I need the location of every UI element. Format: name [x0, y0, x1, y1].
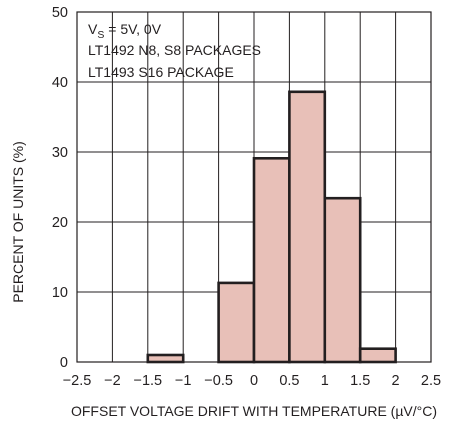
y-tick-label: 10	[52, 285, 68, 301]
x-tick-label: −0.5	[204, 373, 233, 389]
y-tick-labels: 0 10 20 30 40 50	[52, 5, 68, 371]
annotation-line-2: LT1492 N8, S8 PACKAGES	[88, 42, 261, 58]
x-axis-label: OFFSET VOLTAGE DRIFT WITH TEMPERATURE (µ…	[71, 403, 437, 419]
histogram-bar	[146, 353, 185, 364]
y-tick-label: 40	[52, 75, 68, 91]
y-axis-label: PERCENT OF UNITS (%)	[10, 141, 26, 303]
annotation-supply-voltage: VS = 5V, 0V	[88, 21, 162, 41]
histogram-bar	[323, 196, 362, 364]
x-tick-label: 1	[321, 373, 329, 389]
x-tick-label: 2.5	[421, 373, 441, 389]
histogram-bar	[358, 347, 397, 364]
plot-frame	[76, 11, 432, 363]
y-tick-label: 20	[52, 215, 68, 231]
histogram-bars	[146, 90, 397, 364]
annotation-box: VS = 5V, 0V LT1492 N8, S8 PACKAGES LT149…	[88, 21, 261, 80]
annotation-line-3: LT1493 S16 PACKAGE	[88, 64, 234, 80]
histogram-bar	[288, 90, 327, 364]
x-tick-label: 0	[250, 373, 258, 389]
x-tick-label: −1	[175, 373, 192, 389]
histogram-bar	[252, 157, 291, 364]
y-tick-label: 30	[52, 145, 68, 161]
y-tick-label: 50	[52, 5, 68, 21]
y-tick-label: 0	[60, 355, 68, 371]
histogram-bar	[217, 281, 256, 364]
x-tick-label: 1.5	[350, 373, 370, 389]
x-tick-label: −2.5	[63, 373, 92, 389]
x-tick-label: −2	[104, 373, 121, 389]
x-tick-label: −1.5	[133, 373, 162, 389]
x-tick-label: 0.5	[279, 373, 299, 389]
x-tick-labels: −2.5 −2 −1.5 −1 −0.5 0 0.5 1 1.5 2 2.5	[63, 373, 441, 389]
x-tick-label: 2	[392, 373, 400, 389]
